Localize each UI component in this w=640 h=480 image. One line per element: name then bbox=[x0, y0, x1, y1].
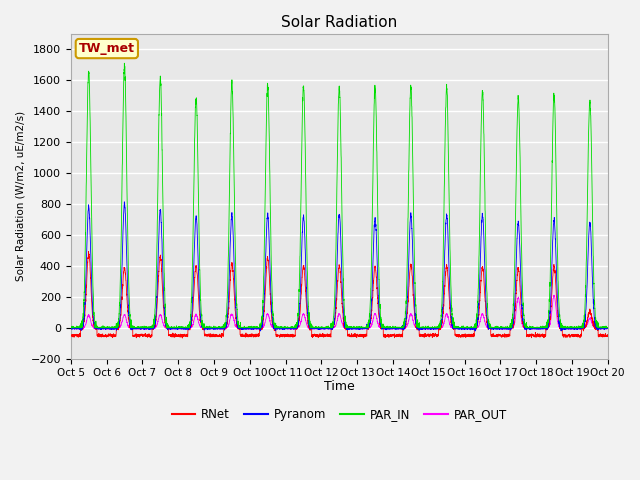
PAR_OUT bbox=[604, 325, 612, 331]
PAR_OUT bbox=[430, 325, 438, 331]
PAR_OUT bbox=[490, 325, 498, 331]
PAR_IN bbox=[490, 325, 498, 331]
RNet bbox=[164, 325, 172, 331]
Line: PAR_OUT: PAR_OUT bbox=[71, 295, 608, 330]
Title: Solar Radiation: Solar Radiation bbox=[281, 15, 397, 30]
PAR_OUT bbox=[550, 292, 558, 298]
PAR_OUT bbox=[164, 325, 172, 331]
Line: RNet: RNet bbox=[71, 252, 608, 338]
RNet bbox=[490, 334, 498, 339]
PAR_IN bbox=[604, 325, 612, 331]
Pyranom bbox=[604, 325, 612, 331]
PAR_OUT bbox=[142, 327, 150, 333]
RNet bbox=[430, 333, 438, 338]
PAR_IN bbox=[164, 323, 172, 329]
PAR_OUT bbox=[319, 326, 327, 332]
RNet bbox=[179, 335, 186, 341]
X-axis label: Time: Time bbox=[324, 380, 355, 393]
Pyranom bbox=[430, 325, 438, 331]
Pyranom bbox=[490, 326, 498, 332]
Pyranom bbox=[319, 326, 327, 332]
RNet bbox=[460, 333, 467, 339]
Y-axis label: Solar Radiation (W/m2, uE/m2/s): Solar Radiation (W/m2, uE/m2/s) bbox=[15, 111, 25, 281]
Text: TW_met: TW_met bbox=[79, 42, 135, 55]
Pyranom bbox=[604, 325, 611, 331]
RNet bbox=[604, 332, 612, 337]
Pyranom bbox=[120, 199, 128, 204]
PAR_OUT bbox=[67, 325, 75, 331]
PAR_OUT bbox=[604, 326, 611, 332]
PAR_IN bbox=[430, 324, 438, 330]
PAR_IN bbox=[604, 324, 611, 330]
PAR_IN bbox=[460, 325, 467, 331]
Pyranom bbox=[460, 325, 467, 331]
Line: Pyranom: Pyranom bbox=[71, 202, 608, 331]
PAR_IN bbox=[67, 325, 75, 331]
RNet bbox=[84, 249, 92, 254]
Pyranom bbox=[257, 328, 264, 334]
RNet bbox=[67, 333, 75, 339]
Pyranom bbox=[67, 326, 75, 332]
PAR_IN bbox=[120, 60, 128, 66]
PAR_OUT bbox=[460, 325, 467, 331]
Legend: RNet, Pyranom, PAR_IN, PAR_OUT: RNet, Pyranom, PAR_IN, PAR_OUT bbox=[167, 404, 512, 426]
PAR_IN bbox=[319, 324, 327, 330]
Pyranom bbox=[164, 326, 172, 332]
Line: PAR_IN: PAR_IN bbox=[71, 63, 608, 328]
RNet bbox=[319, 332, 327, 338]
RNet bbox=[604, 333, 611, 338]
